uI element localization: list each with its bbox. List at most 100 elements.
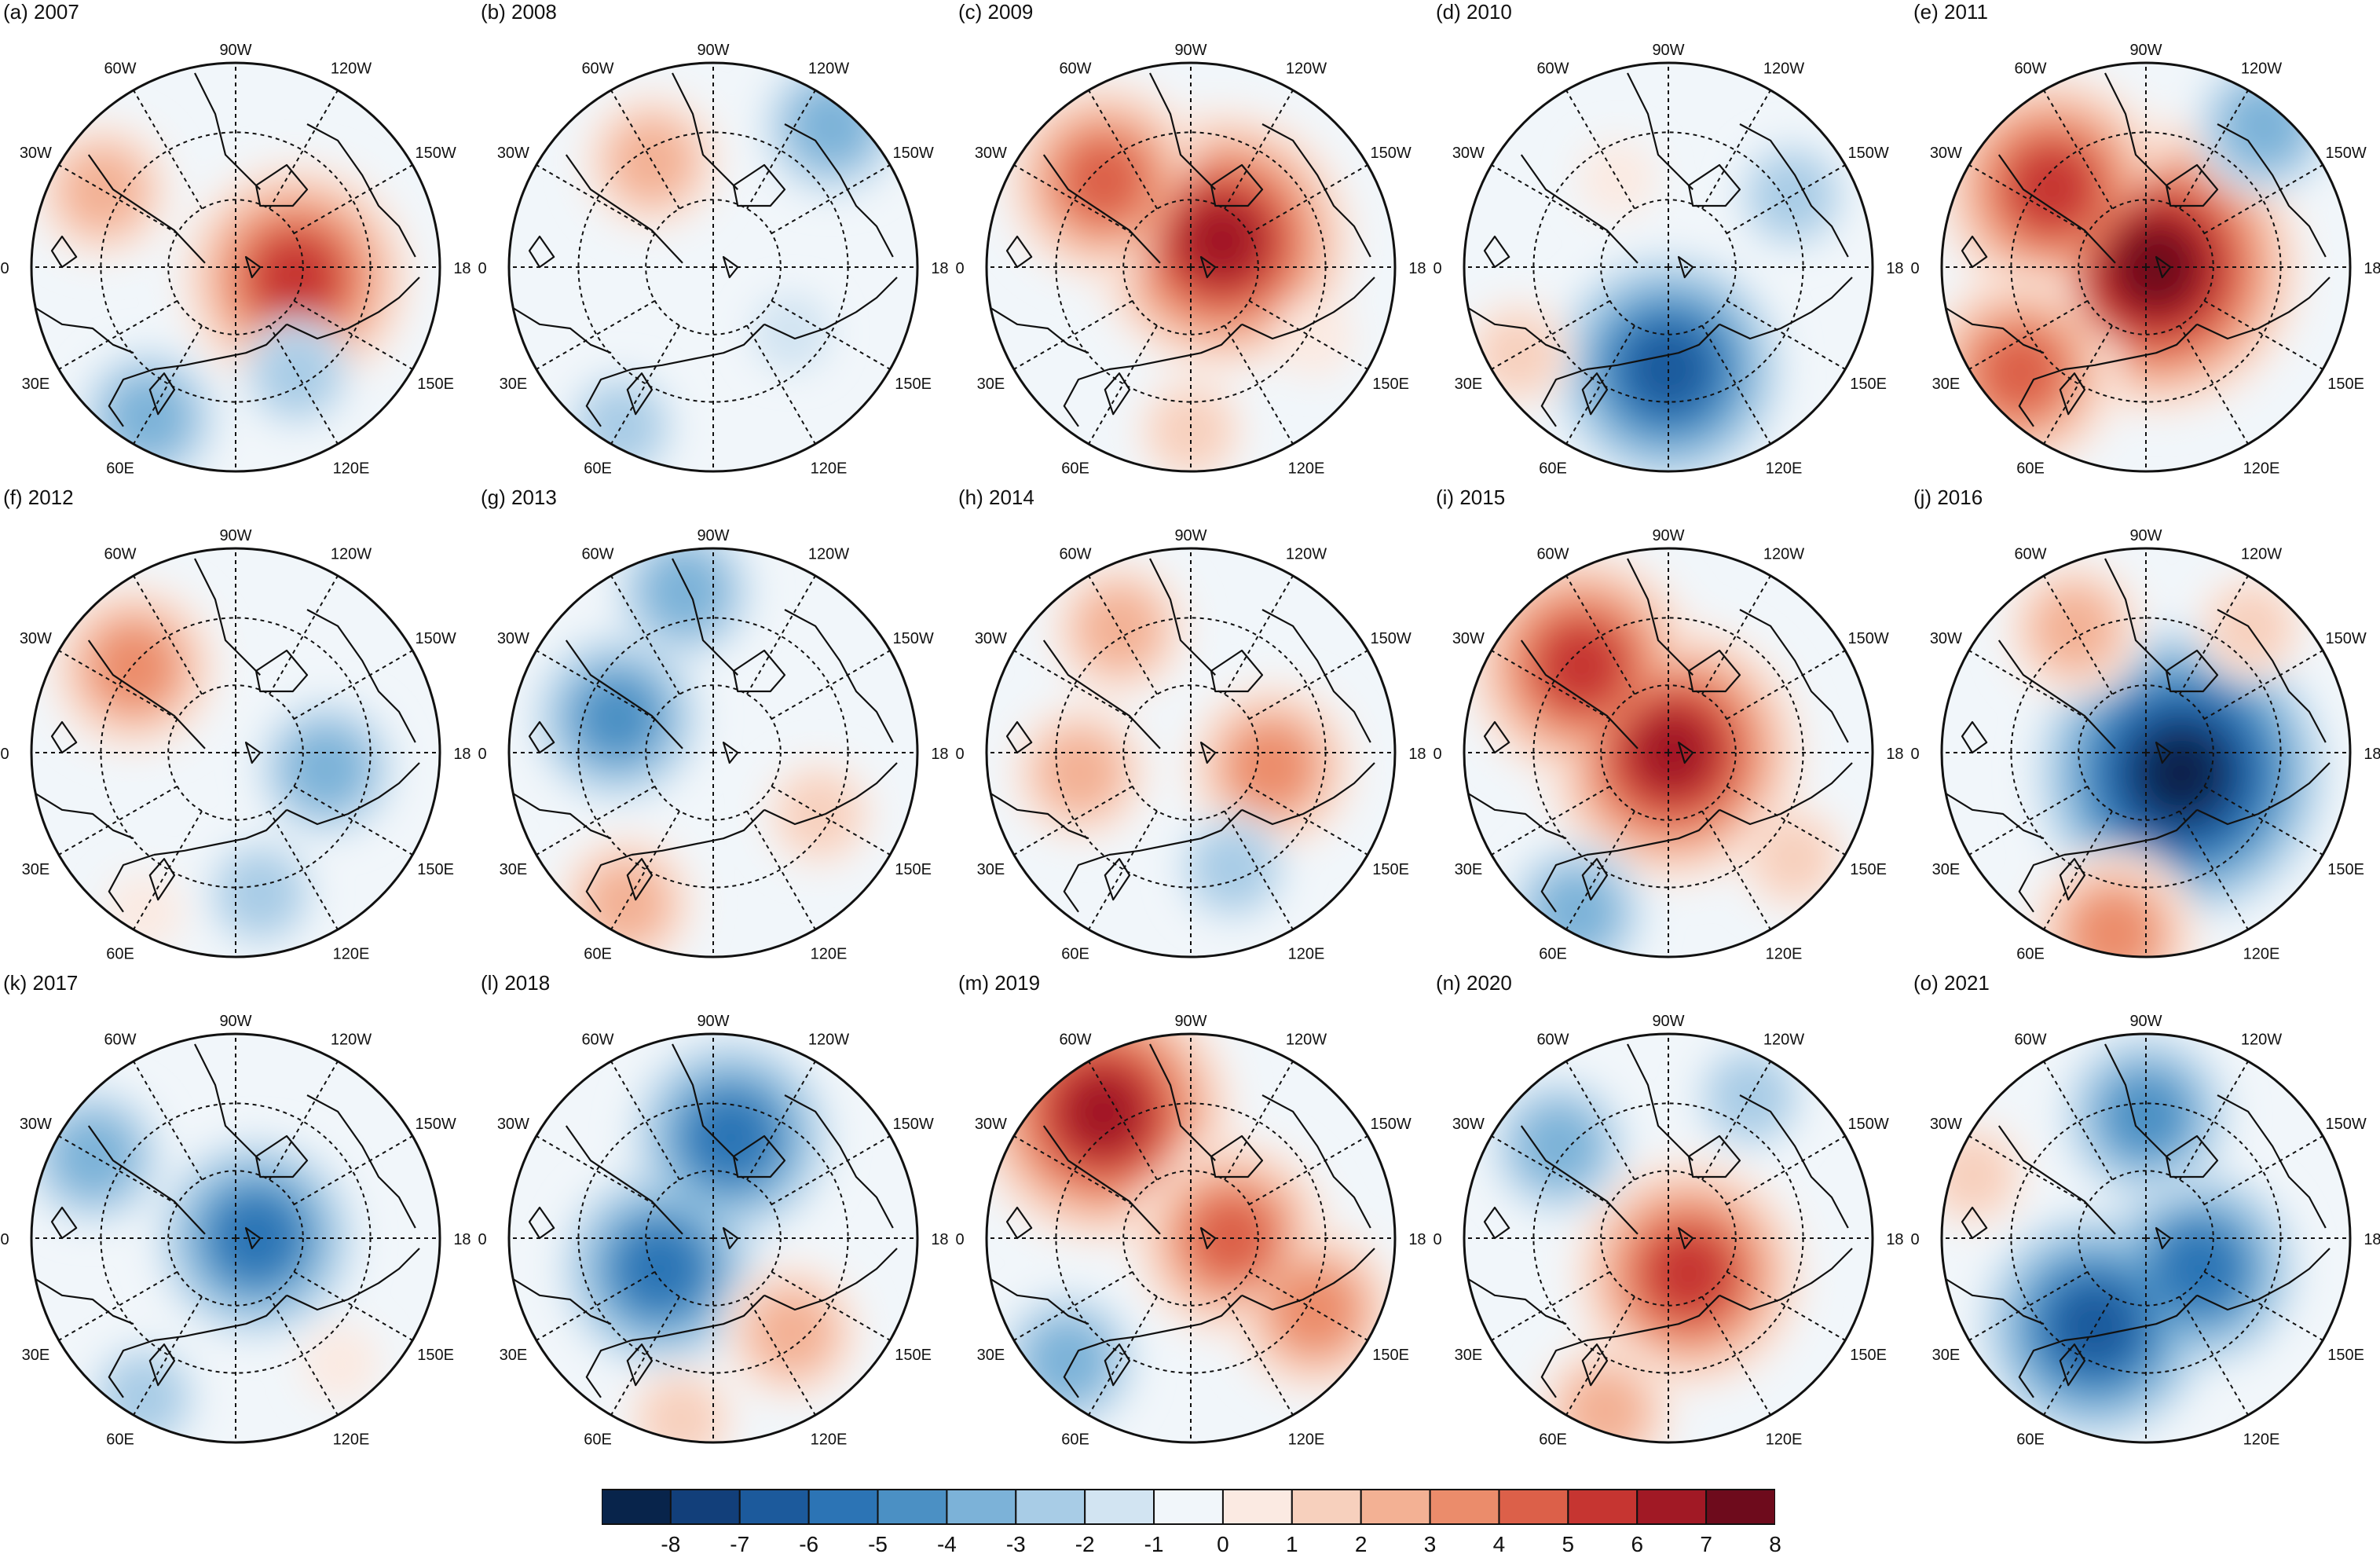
meridian-label: 90E [2132, 478, 2160, 479]
coastline [1261, 1094, 1371, 1229]
meridian-label: 60E [1539, 1431, 1567, 1449]
meridian-label: 30W [497, 145, 529, 162]
coastline [254, 163, 309, 207]
coastline [1149, 558, 1216, 676]
latitude-circle [2078, 684, 2214, 821]
polar-map: 90W120W150W180150E120E90E60E30E030W60W [0, 42, 471, 479]
meridian-label: 30W [1452, 1116, 1485, 1133]
coastline [722, 741, 739, 764]
coastline [1042, 640, 1161, 750]
meridian-label: 30W [1452, 630, 1485, 647]
meridian-label: 120W [2241, 1031, 2282, 1048]
coastline [1063, 368, 1110, 427]
meridian-label: 150E [1850, 376, 1887, 393]
coastline [732, 649, 786, 693]
coastline [2063, 1295, 2198, 1342]
latitude-circle [1600, 199, 1737, 335]
panel-title: (b) 2008 [481, 0, 557, 24]
meridian-label: 0 [1910, 260, 1919, 277]
map-panel: (l) 201890W120W150W180150E120E90E60E30E0… [478, 971, 949, 1450]
meridian-label: 120W [1286, 545, 1327, 563]
meridian-label: 120E [811, 460, 848, 478]
meridian-label: 90E [699, 964, 727, 965]
meridian-label: 60E [1539, 460, 1567, 478]
colorbar-swatch [1498, 1489, 1569, 1525]
meridian-label: 90W [1174, 42, 1206, 59]
meridian-label: 60W [2014, 545, 2046, 563]
coastline [306, 609, 416, 743]
coastline [631, 809, 765, 856]
coastline [1042, 1125, 1161, 1235]
coastline [1739, 1094, 1849, 1229]
meridian-label: 90E [1654, 964, 1682, 965]
meridian-label: 150W [1847, 1116, 1888, 1133]
coastline [35, 307, 134, 354]
meridian-label: 120W [2241, 60, 2282, 77]
coastline [244, 255, 262, 279]
anomaly-contour [1537, 872, 1616, 951]
coastline [1687, 163, 1741, 207]
coastline [87, 154, 206, 264]
meridian-label: 180 [1886, 260, 1904, 277]
colorbar-tick-label: 6 [1631, 1532, 1644, 1556]
coastline [565, 154, 683, 264]
coastline [2165, 649, 2219, 693]
coastline [1149, 1043, 1216, 1161]
meridian-label: 120E [1288, 1431, 1325, 1449]
colorbar: -8 -7 -6 -5 -4 -3 -2 -1 0 1 2 3 4 5 6 7 8 [602, 1488, 1781, 1565]
anomaly-contour [1064, 141, 1144, 220]
meridian-label: 90W [2129, 527, 2162, 544]
colorbar-tick-label: 0 [1217, 1532, 1229, 1556]
coastline [1997, 640, 2116, 750]
coastline [286, 762, 420, 826]
map-boundary [985, 547, 1397, 958]
map-boundary [1463, 61, 1874, 473]
meridian-label: 60W [1536, 545, 1569, 563]
colorbar-swatch [1705, 1489, 1775, 1525]
map-boundary [30, 1032, 441, 1444]
coastline [286, 277, 420, 340]
coastline [2063, 324, 2198, 371]
coastline [784, 1094, 894, 1229]
meridian-label: 90E [699, 478, 727, 479]
polar-map: 90W120W150W180150E120E90E60E30E030W60W [1433, 1013, 1904, 1450]
panel-title: (m) 2019 [958, 971, 1041, 995]
coastline [763, 762, 898, 826]
meridian-label: 30E [1455, 376, 1483, 393]
meridian-label: 60W [581, 1031, 613, 1048]
meridian-label: 180 [2364, 260, 2380, 277]
polar-map: 90W120W150W180150E120E90E60E30E030W60W [1910, 1013, 2380, 1450]
meridian-label: 60E [2016, 460, 2045, 478]
colorbar-tick-label: 2 [1354, 1532, 1368, 1556]
meridian-label: 180 [1886, 746, 1904, 763]
coastline [1586, 809, 1720, 856]
anomaly-contour [1633, 713, 1712, 792]
coastline [585, 853, 632, 913]
latitude-circle [167, 199, 304, 335]
colorbar-scale [602, 1489, 1775, 1525]
meridian-label: 120E [333, 946, 370, 963]
colorbar-tick-label: 8 [1769, 1532, 1781, 1556]
coastline [1997, 1125, 2116, 1235]
meridian-label: 150E [895, 1347, 932, 1364]
coastline [2155, 1226, 2172, 1250]
polar-map: 90W120W150W180150E120E90E60E30E030W60W [955, 1013, 1426, 1450]
meridian-label: 30E [977, 376, 1005, 393]
meridian-label: 30E [500, 1347, 528, 1364]
meridian-label: 60W [581, 545, 613, 563]
meridian-label: 0 [478, 1231, 486, 1248]
meridian-label: 120E [2243, 946, 2280, 963]
meridian-label: 30W [497, 1116, 529, 1133]
meridian-label: 30E [22, 1347, 50, 1364]
anomaly-contour [1275, 299, 1354, 378]
map-boundary [30, 547, 441, 958]
colorbar-swatch [1429, 1489, 1500, 1525]
meridian-label: 150W [1370, 1116, 1411, 1133]
colorbar-tick-label: -4 [936, 1532, 957, 1556]
meridian-label: 30W [1930, 630, 1962, 647]
colorbar-swatch [1567, 1489, 1639, 1525]
meridian-label: 120W [331, 545, 372, 563]
coastline [2165, 163, 2219, 207]
coastline [722, 1226, 739, 1250]
anomaly-contour [1041, 732, 1120, 812]
